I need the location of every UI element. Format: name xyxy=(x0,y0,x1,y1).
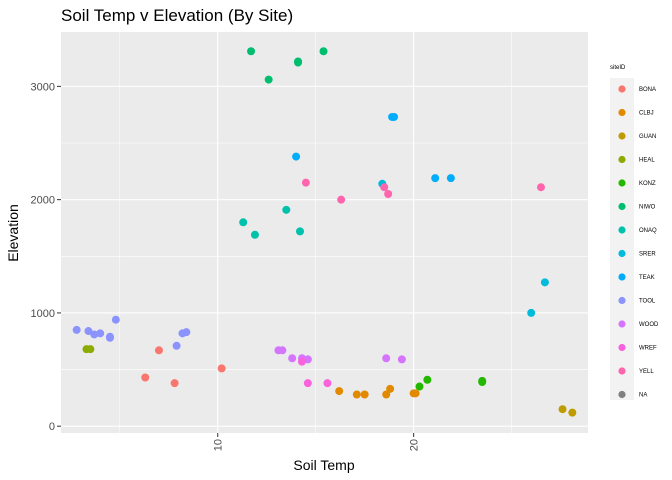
data-point-yell xyxy=(384,189,393,198)
legend-label-konz: KONZ xyxy=(639,181,656,187)
data-point-tool xyxy=(84,327,93,336)
y-tick-label: 0 xyxy=(49,421,55,433)
legend-label-heal: HEAL xyxy=(639,158,655,164)
data-point-guan xyxy=(558,405,567,414)
legend-key-wref xyxy=(618,343,626,352)
y-tick-label: 3000 xyxy=(31,81,55,93)
legend: siteID BONA CLBJ GUAN HEAL KONZ NIWO ONAQ SRER T… xyxy=(610,65,659,400)
legend-label-bona: BONA xyxy=(639,87,656,93)
data-point-onaq xyxy=(282,205,291,214)
chart-title: Soil Temp v Elevation (By Site) xyxy=(61,6,293,25)
data-point-clbj xyxy=(386,384,395,393)
data-point-niwo xyxy=(294,57,303,66)
data-point-teak xyxy=(446,174,455,183)
legend-key-guan xyxy=(618,132,626,140)
data-point-bona xyxy=(217,364,226,373)
data-point-teak xyxy=(390,112,399,121)
major-gridlines xyxy=(61,32,588,433)
legend-key-clbj xyxy=(618,108,626,117)
data-point-tool xyxy=(182,328,191,337)
data-point-wref xyxy=(297,357,306,366)
legend-key-niwo xyxy=(618,202,626,211)
legend-key-konz xyxy=(618,179,626,187)
data-point-clbj xyxy=(335,387,344,396)
data-point-konz xyxy=(478,378,487,387)
data-point-onaq xyxy=(296,227,305,236)
y-tick-label: 2000 xyxy=(31,195,55,207)
data-point-wref xyxy=(303,379,312,388)
data-point-wood xyxy=(288,354,297,363)
legend-key-bona xyxy=(618,85,626,93)
legend-key-teak xyxy=(618,273,626,281)
data-point-niwo xyxy=(247,47,256,56)
data-point-niwo xyxy=(264,75,273,84)
legend-label-niwo: NIWO xyxy=(639,205,656,211)
data-point-wood xyxy=(397,355,406,364)
data-point-konz xyxy=(415,382,424,391)
legend-label-na: NA xyxy=(639,393,647,399)
x-tick-label: 20 xyxy=(409,439,421,451)
data-point-clbj xyxy=(382,390,391,399)
data-point-heal xyxy=(86,345,95,354)
data-point-srer xyxy=(540,278,549,287)
data-point-tool xyxy=(111,315,120,324)
data-point-tool xyxy=(172,341,181,350)
legend-label-wood: WOOD xyxy=(639,322,659,328)
minor-gridlines xyxy=(61,32,588,433)
legend-label-clbj: CLBJ xyxy=(639,111,654,117)
data-point-tool xyxy=(72,325,81,334)
y-axis-title: Elevation xyxy=(5,204,21,262)
data-point-guan xyxy=(568,408,577,417)
data-point-wood xyxy=(278,346,287,355)
legend-label-srer: SRER xyxy=(639,252,656,258)
data-point-tool xyxy=(105,333,114,342)
data-point-teak xyxy=(292,152,301,161)
data-point-clbj xyxy=(352,390,361,399)
data-point-teak xyxy=(431,174,440,183)
legend-key-wood xyxy=(618,320,626,328)
legend-label-wref: WREF xyxy=(639,346,657,352)
x-tick-label: 10 xyxy=(213,439,225,451)
data-point-clbj xyxy=(411,389,420,398)
data-point-wref xyxy=(323,379,332,388)
y-axis: 0 1000 2000 3000 xyxy=(31,81,61,433)
x-axis-title: Soil Temp xyxy=(293,457,354,473)
legend-key-yell xyxy=(618,367,626,375)
data-point-konz xyxy=(423,375,432,384)
data-point-srer xyxy=(527,308,536,317)
data-point-clbj xyxy=(360,390,369,399)
data-point-niwo xyxy=(319,47,328,56)
data-point-bona xyxy=(170,379,179,388)
legend-key-srer xyxy=(618,249,626,258)
legend-label-yell: YELL xyxy=(639,369,654,375)
data-point-yell xyxy=(380,183,389,192)
legend-key-na xyxy=(618,390,626,399)
data-point-yell xyxy=(337,195,346,204)
data-point-tool xyxy=(96,329,105,338)
data-point-bona xyxy=(154,346,163,355)
data-point-onaq xyxy=(239,218,248,227)
data-points xyxy=(72,47,577,417)
legend-key-background xyxy=(610,78,634,400)
legend-label-tool: TOOL xyxy=(639,299,656,305)
legend-label-guan: GUAN xyxy=(639,134,656,140)
legend-title: siteID xyxy=(610,65,626,71)
data-point-yell xyxy=(536,183,545,192)
legend-key-tool xyxy=(618,296,626,305)
x-axis: 10 20 xyxy=(213,433,421,451)
y-tick-label: 1000 xyxy=(31,308,55,320)
legend-key-onaq xyxy=(618,226,626,234)
legend-label-onaq: ONAQ xyxy=(639,228,657,234)
legend-label-teak: TEAK xyxy=(639,275,655,281)
legend-key-heal xyxy=(618,155,626,164)
data-point-yell xyxy=(301,178,310,187)
data-point-wood xyxy=(382,354,391,363)
plot-panel xyxy=(61,32,588,433)
data-point-bona xyxy=(141,373,150,382)
data-point-onaq xyxy=(250,230,259,239)
